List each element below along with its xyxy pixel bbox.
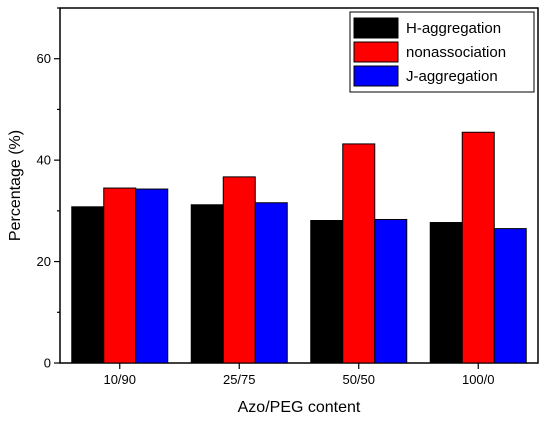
y-tick-label: 60: [37, 51, 51, 66]
axes: 0 20 40 60 10/90 25/75 50/50 100/0: [37, 7, 495, 387]
bar-j-aggregation-50-50: [374, 218, 408, 364]
bar-j-aggregation-25-75: [254, 202, 288, 364]
bar-h-aggregation-100-0: [429, 222, 463, 364]
legend-swatch: [353, 65, 399, 87]
legend-label: J-aggregation: [406, 68, 498, 85]
x-tick-label: 10/90: [103, 372, 136, 387]
y-tick-label: 40: [37, 153, 51, 168]
bar-h-aggregation-50-50: [310, 219, 344, 364]
bar-j-aggregation-10-90: [135, 188, 169, 364]
legend-label: nonassociation: [406, 44, 506, 61]
bar-h-aggregation-10-90: [71, 206, 105, 364]
bar-nonassociation-10-90: [103, 187, 137, 364]
bar-nonassociation-50-50: [342, 143, 376, 364]
plot-frame: [59, 7, 539, 364]
x-axis-title: Azo/PEG content: [238, 399, 361, 416]
bars: [71, 131, 527, 364]
legend: H-aggregation nonassociation J-aggregation: [349, 11, 535, 93]
x-tick-label: 100/0: [462, 372, 495, 387]
bar-nonassociation-100-0: [461, 131, 495, 364]
legend-label: H-aggregation: [406, 20, 501, 37]
legend-swatch: [353, 41, 399, 63]
y-tick-label: 20: [37, 254, 51, 269]
bar-nonassociation-25-75: [222, 176, 256, 364]
x-tick-label: 50/50: [342, 372, 375, 387]
plot-area: [59, 7, 539, 364]
legend-swatch: [353, 17, 399, 39]
y-tick-label: 0: [44, 356, 51, 371]
bar-h-aggregation-25-75: [190, 204, 224, 364]
bar-j-aggregation-100-0: [493, 228, 527, 364]
y-axis-title: Percentage (%): [7, 130, 24, 241]
x-tick-label: 25/75: [223, 372, 256, 387]
